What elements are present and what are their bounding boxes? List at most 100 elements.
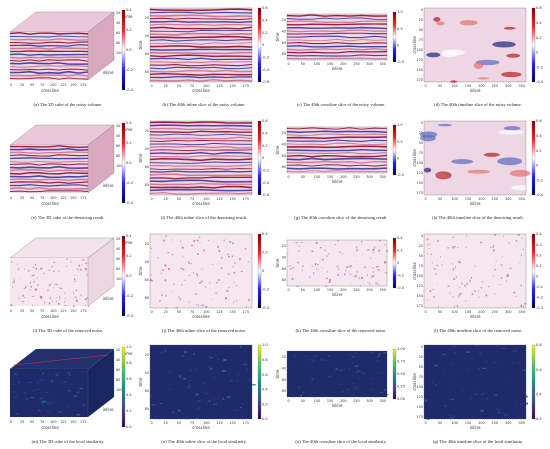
- axis-tick-label: 100: [314, 62, 320, 66]
- colorbar-tick-label: -0.1: [536, 285, 543, 289]
- axis-label: inline: [470, 314, 481, 319]
- panel-plot: 20 40 60 80 100 time 0 25 50 75 100 125 150 175 crossl…: [9, 345, 133, 430]
- colorbar-tick-label: 0: [262, 156, 265, 160]
- axis-tick-label: 80: [282, 278, 286, 282]
- axis-tick-label: 0: [425, 197, 427, 201]
- panel-plot: 20 40 60 80 100 time 0 25 50 75 100 125 150 175 crossl…: [9, 234, 134, 319]
- axis-tick-label: 150: [229, 84, 235, 88]
- axis-label: crossline: [412, 262, 417, 280]
- axis-tick-label: 150: [70, 196, 76, 200]
- axis-tick-label: 150: [417, 294, 423, 298]
- axis-tick-label: 60: [116, 257, 120, 261]
- colorbar-tick-label: 0.75: [397, 360, 405, 364]
- axis-tick-label: 50: [438, 84, 442, 88]
- axis-tick-label: 50: [419, 254, 423, 258]
- axis-tick-label: 25: [164, 84, 168, 88]
- axis-label: time: [123, 351, 133, 356]
- colorbar-tick-label: -0.5: [397, 60, 404, 64]
- axis-tick-label: 150: [70, 83, 76, 87]
- axis-tick-label: 20: [282, 244, 286, 248]
- axis-tick-label: 100: [314, 399, 320, 403]
- axis-tick-label: 100: [314, 175, 320, 179]
- axis-tick-label: 100: [50, 309, 56, 313]
- axis-tick-label: 50: [438, 197, 442, 201]
- colorbar-tick-label: 0.6: [262, 373, 268, 377]
- colorbar-tick-label: 0: [397, 157, 400, 161]
- panel-caption: (f) The 40th inline slice of the denoisi…: [160, 215, 248, 220]
- colorbar-tick-label: 1.0: [126, 345, 132, 349]
- colorbar-tick-label: -0.2: [397, 274, 404, 278]
- axis-tick-label: 150: [465, 310, 471, 314]
- panel-caption: (l) The 40th timeline slice of the remov…: [433, 328, 523, 333]
- axis-label: time: [275, 145, 280, 155]
- axis-tick-label: 150: [229, 310, 235, 314]
- axis-tick-label: 40: [282, 30, 286, 34]
- axis-tick-label: 100: [50, 420, 56, 424]
- axis-label: crossline: [41, 425, 59, 430]
- axis-label: inline: [332, 403, 343, 408]
- axis-tick-label: 50: [177, 84, 181, 88]
- colorbar-tick-label: 0.25: [397, 385, 405, 389]
- colorbar-tick-label: 0.4: [262, 132, 268, 136]
- axis-tick-label: 20: [282, 18, 286, 22]
- axis-tick-label: 0: [425, 310, 427, 314]
- axis-tick-label: 80: [116, 154, 120, 158]
- axis-tick-label: 350: [380, 288, 386, 292]
- colorbar-tick-label: 0.6: [536, 368, 542, 372]
- panel-caption: (d) The 40th timeline slice of the noisy…: [434, 102, 522, 107]
- colorbar-tick-label: 0.50: [397, 372, 406, 376]
- axis-tick-label: 25: [164, 421, 168, 425]
- colorbar-tick-label: 0.0: [126, 425, 132, 429]
- colorbar-tick-label: 0.2: [536, 149, 542, 153]
- colorbar: [257, 344, 262, 420]
- axis-tick-label: 175: [243, 197, 249, 201]
- panel-caption: (c) The 40th crossline slice of the nois…: [296, 102, 386, 107]
- colorbar-tick-label: 0: [536, 164, 539, 168]
- axis-tick-label: 175: [417, 191, 423, 195]
- axis-tick-label: 25: [419, 244, 423, 248]
- axis-label: time: [275, 369, 280, 379]
- axis-tick-label: 250: [492, 421, 498, 425]
- axis-label: time: [138, 153, 143, 163]
- figure-panel-cube: 20 40 60 80 100 time 0 25 50 75 100 125 150 175 crossl…: [2, 115, 136, 225]
- axis-label: inline: [103, 296, 114, 301]
- axis-tick-label: 25: [20, 420, 24, 424]
- axis-label: crossline: [192, 314, 210, 319]
- axis-tick-label: 175: [243, 310, 249, 314]
- colorbar: [121, 122, 126, 204]
- axis-tick-label: 200: [478, 197, 484, 201]
- colorbar-tick-label: -0.2: [262, 169, 269, 173]
- colorbar-tick-label: -0.4: [536, 193, 544, 197]
- colorbar-tick-label: 0.2: [262, 144, 268, 148]
- panel-plot: 20 40 60 80 100 time 0 25 50 75 100 125 150 175 crossl…: [9, 121, 134, 206]
- axis-tick-label: 0: [10, 309, 12, 313]
- axis-tick-label: 300: [366, 288, 372, 292]
- axis-label: inline: [332, 66, 343, 71]
- panel-caption: (j) The 40th inline slice of the removed…: [162, 328, 246, 333]
- colorbar-tick-label: 0.5: [397, 27, 403, 31]
- axis-tick-label: 300: [505, 197, 511, 201]
- axis-label: time: [275, 32, 280, 42]
- colorbar-tick-label: 0.4: [262, 19, 268, 23]
- axis-tick-label: 25: [20, 309, 24, 313]
- axis-tick-label: 175: [80, 309, 86, 313]
- axis-tick-label: 0: [151, 310, 153, 314]
- colorbar-tick-label: 0.2: [536, 36, 542, 40]
- colorbar-tick-label: 0.6: [126, 377, 132, 381]
- axis-tick-label: 80: [282, 165, 286, 169]
- axis-tick-label: 60: [145, 165, 149, 169]
- axis-label: crossline: [412, 149, 417, 167]
- axis-tick-label: 0: [421, 121, 423, 125]
- axis-tick-label: 0: [421, 234, 423, 238]
- axis-tick-label: 50: [419, 28, 423, 32]
- axis-label: time: [123, 14, 133, 19]
- colorbar-tick-label: -0.2: [126, 181, 133, 185]
- colorbar-tick-label: 0.6: [536, 119, 542, 123]
- colorbar: [531, 7, 536, 83]
- axis-tick-label: 125: [60, 420, 66, 424]
- axis-label: crossline: [412, 373, 417, 391]
- axis-tick-label: 75: [190, 421, 194, 425]
- axis-tick-label: 50: [301, 175, 305, 179]
- colorbar: [392, 348, 397, 400]
